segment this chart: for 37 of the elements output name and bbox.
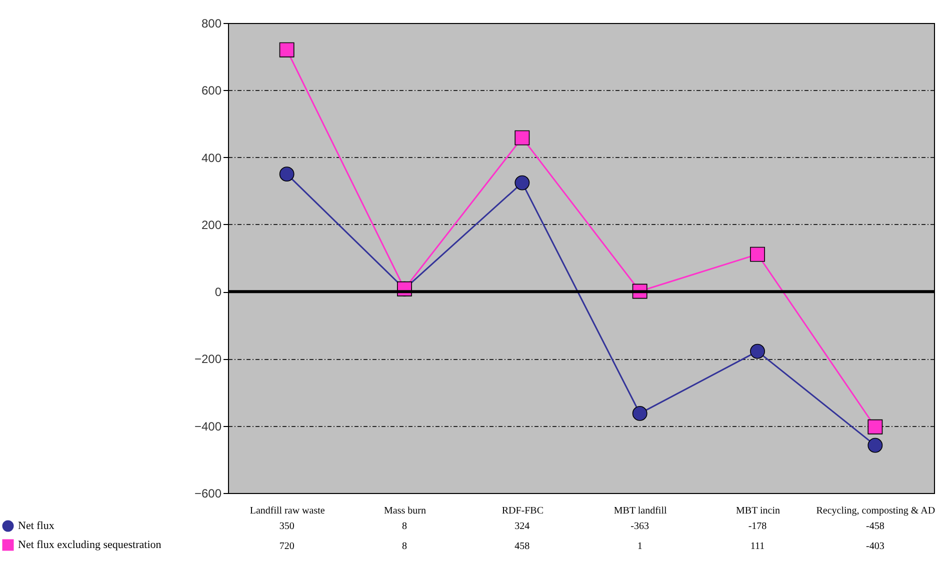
x-tick-label: Mass burn — [384, 506, 426, 516]
point — [279, 42, 294, 58]
point — [279, 166, 294, 182]
y-tick-label: 0 — [214, 285, 222, 300]
data-label: 720 — [279, 541, 294, 552]
data-label: -403 — [866, 541, 884, 552]
y-tick-label: −600 — [194, 486, 222, 500]
x-tick-label: Landfill raw waste — [250, 506, 326, 516]
y-tick-label: −400 — [194, 419, 222, 434]
data-label: 111 — [750, 541, 765, 552]
x-tick-label: MBT incin — [736, 506, 780, 516]
point — [868, 438, 883, 453]
data-label: -363 — [630, 521, 650, 532]
data-label: 458 — [514, 541, 530, 552]
x-tick-label: RDF-FBC — [502, 506, 544, 516]
point — [514, 130, 530, 146]
y-tick-label: −200 — [194, 352, 222, 366]
data-label: 8 — [402, 521, 407, 532]
data-label: -458 — [866, 521, 884, 532]
legend-label: Net flux — [18, 520, 55, 532]
point — [750, 344, 765, 359]
point — [632, 406, 648, 421]
y-tick-label: 200 — [201, 218, 222, 232]
y-tick-label: 600 — [201, 84, 222, 98]
point — [750, 246, 765, 262]
data-label: 350 — [279, 521, 294, 532]
legend-label: Net flux excluding sequestration — [18, 539, 162, 551]
point — [868, 419, 883, 434]
x-tick-label: MBT landfill — [614, 506, 667, 516]
point — [514, 175, 530, 190]
data-label: -178 — [748, 521, 767, 532]
data-label: 324 — [514, 521, 530, 532]
y-tick-label: 400 — [201, 150, 222, 165]
data-label: 8 — [402, 541, 407, 552]
data-label: 1 — [637, 541, 642, 552]
y-tick-label: 800 — [201, 16, 222, 30]
x-tick-label: Recycling, composting & AD — [816, 506, 936, 516]
